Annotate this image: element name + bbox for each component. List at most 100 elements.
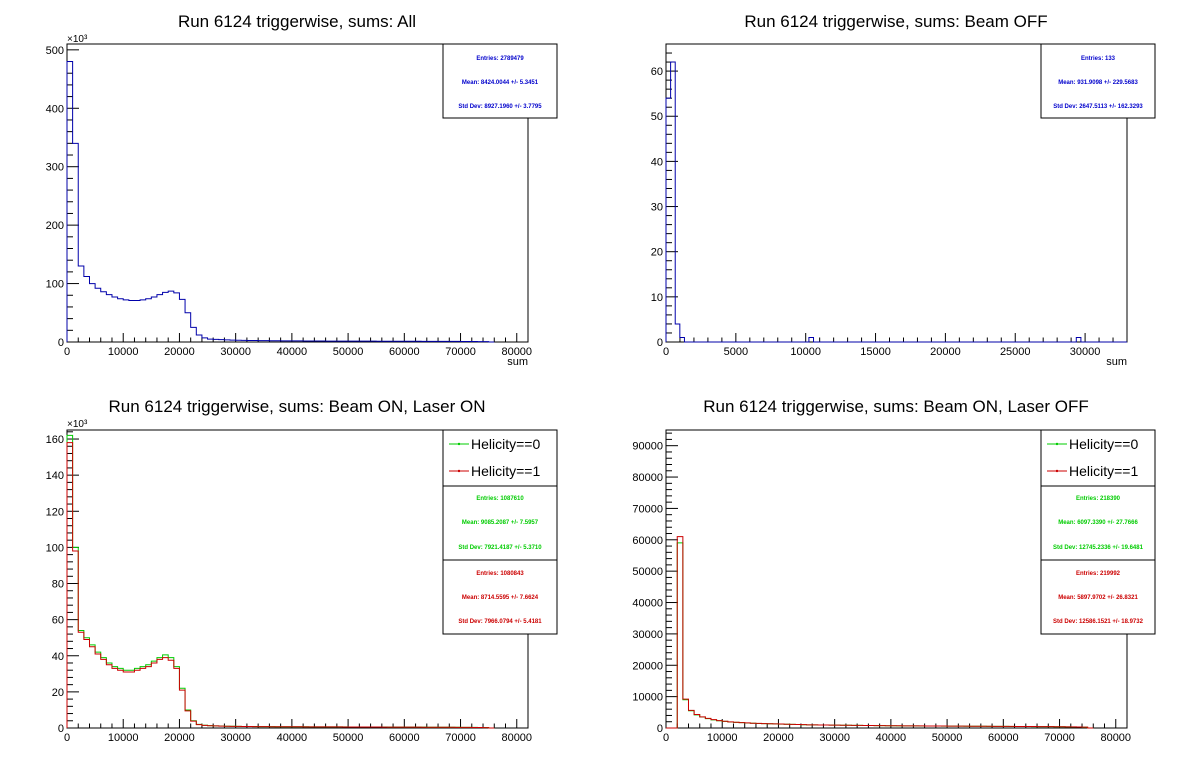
stats-mean: Mean: 6097.3390 +/- 27.7666 — [1058, 520, 1138, 526]
histogram-line — [666, 536, 1094, 729]
x-axis-label: sum — [507, 356, 528, 368]
legend-entry: Helicity==1 — [1069, 463, 1138, 479]
x-tick-label: 60000 — [389, 346, 420, 358]
histogram-line — [66, 61, 495, 343]
x-tick-label: 30000 — [819, 732, 850, 744]
x-tick-label: 50000 — [333, 732, 364, 744]
histogram-series — [66, 434, 495, 729]
y-tick-label: 20 — [52, 687, 64, 699]
x-axis-label: sum — [1106, 356, 1127, 368]
histogram-panel-beam-on-laser-off: Run 6124 triggerwise, sums: Beam ON, Las… — [632, 397, 1156, 744]
stats-entries: Entries: 218390 — [1076, 496, 1121, 502]
x-tick-label: 40000 — [876, 732, 907, 744]
stats-box: Entries: 2789479 Mean: 8424.0044 +/- 5.3… — [442, 43, 558, 119]
legend-box: Helicity==0 Helicity==1 — [1040, 429, 1156, 487]
x-tick-label: 50000 — [932, 732, 963, 744]
stats-entries: Entries: 1087610 — [476, 496, 524, 502]
x-tick-label: 20000 — [164, 732, 195, 744]
axis-ticks: 0 10000 20000 30000 40000 50000 60000 70000 8000… — [46, 45, 532, 358]
y-tick-label: 10 — [651, 292, 663, 304]
stats-std-dev: Std Dev: 7966.0794 +/- 5.4181 — [458, 619, 542, 625]
x-tick-label: 0 — [663, 346, 669, 358]
x-tick-label: 25000 — [1000, 346, 1031, 358]
stats-box: Entries: 133 Mean: 931.9098 +/- 229.5683… — [1040, 43, 1156, 119]
y-tick-label: 100 — [46, 279, 64, 291]
stats-box-helicity-1: Entries: 1080843 Mean: 8714.5595 +/- 7.6… — [442, 559, 558, 635]
y-tick-label: 200 — [46, 220, 64, 232]
x-tick-label: 80000 — [501, 346, 532, 358]
chart-title: Run 6124 triggerwise, sums: Beam ON, Las… — [703, 397, 1088, 416]
chart-title: Run 6124 triggerwise, sums: All — [178, 12, 416, 31]
y-tick-label: 0 — [657, 723, 663, 735]
histogram-series — [66, 61, 495, 343]
stats-box-helicity-0: Entries: 218390 Mean: 6097.3390 +/- 27.7… — [1040, 485, 1156, 561]
y-tick-label: 160 — [46, 434, 64, 446]
x-tick-label: 5000 — [724, 346, 748, 358]
x-tick-label: 10000 — [108, 732, 139, 744]
x-tick-label: 0 — [663, 732, 669, 744]
x-tick-label: 10000 — [707, 732, 738, 744]
y-tick-label: 30 — [651, 202, 663, 214]
x-tick-label: 50000 — [333, 346, 364, 358]
y-tick-label: 50 — [651, 111, 663, 123]
stats-mean: Mean: 5897.9702 +/- 26.8321 — [1058, 595, 1138, 601]
x-tick-label: 70000 — [445, 346, 476, 358]
y-tick-label: 20 — [651, 247, 663, 259]
stats-entries: Entries: 1080843 — [476, 571, 524, 577]
stats-box-helicity-0: Entries: 1087610 Mean: 9085.2087 +/- 7.5… — [442, 485, 558, 561]
legend-entry: Helicity==0 — [1069, 436, 1138, 452]
stats-std-dev: Std Dev: 8927.1960 +/- 3.7795 — [458, 104, 542, 110]
stats-std-dev: Std Dev: 12745.2336 +/- 19.6481 — [1053, 545, 1144, 551]
stats-entries: Entries: 219992 — [1076, 571, 1121, 577]
y-multiplier-label: ×10³ — [67, 34, 88, 45]
stats-std-dev: Std Dev: 12586.1521 +/- 18.9732 — [1053, 619, 1144, 625]
y-tick-label: 20000 — [632, 660, 663, 672]
y-tick-label: 50000 — [632, 566, 663, 578]
y-tick-label: 80 — [52, 579, 64, 591]
y-tick-label: 90000 — [632, 441, 663, 453]
y-tick-label: 80000 — [632, 472, 663, 484]
stats-mean: Mean: 8424.0044 +/- 5.3451 — [462, 80, 539, 86]
stats-entries: Entries: 133 — [1081, 56, 1116, 62]
y-tick-label: 0 — [657, 337, 663, 349]
x-tick-label: 40000 — [277, 346, 308, 358]
x-tick-label: 30000 — [220, 346, 251, 358]
x-tick-label: 20000 — [763, 732, 794, 744]
y-tick-label: 100 — [46, 542, 64, 554]
x-tick-label: 15000 — [860, 346, 891, 358]
chart-title: Run 6124 triggerwise, sums: Beam ON, Las… — [109, 397, 486, 416]
y-tick-label: 40000 — [632, 598, 663, 610]
x-tick-label: 0 — [64, 732, 70, 744]
legend-entry: Helicity==0 — [471, 436, 540, 452]
stats-std-dev: Std Dev: 7921.4187 +/- 5.3710 — [458, 545, 542, 551]
histogram-panel-beam-off: Run 6124 triggerwise, sums: Beam OFF sum… — [651, 12, 1156, 368]
x-tick-label: 10000 — [790, 346, 821, 358]
histogram-series — [665, 61, 1127, 343]
y-tick-label: 10000 — [632, 692, 663, 704]
y-tick-label: 40 — [52, 651, 64, 663]
x-tick-label: 80000 — [1100, 732, 1131, 744]
y-tick-label: 500 — [46, 45, 64, 57]
stats-mean: Mean: 8714.5595 +/- 7.6624 — [462, 595, 539, 601]
x-tick-label: 20000 — [930, 346, 961, 358]
histogram-series — [666, 536, 1094, 729]
x-tick-label: 40000 — [277, 732, 308, 744]
x-tick-label: 60000 — [389, 732, 420, 744]
x-tick-label: 80000 — [501, 732, 532, 744]
axis-ticks: 0 10000 20000 30000 40000 50000 60000 70000 8000… — [46, 431, 532, 744]
y-tick-label: 120 — [46, 506, 64, 518]
stats-mean: Mean: 9085.2087 +/- 7.5957 — [462, 520, 539, 526]
x-tick-label: 0 — [64, 346, 70, 358]
y-tick-label: 40 — [651, 156, 663, 168]
x-tick-label: 70000 — [445, 732, 476, 744]
axis-ticks: 0 10000 20000 30000 40000 50000 60000 70000 8000… — [632, 432, 1131, 744]
stats-entries: Entries: 2789479 — [476, 56, 524, 62]
y-tick-label: 60 — [651, 66, 663, 78]
x-tick-label: 20000 — [164, 346, 195, 358]
legend-entry: Helicity==1 — [471, 463, 540, 479]
x-tick-label: 30000 — [220, 732, 251, 744]
histogram-panel-beam-on-laser-on: Run 6124 triggerwise, sums: Beam ON, Las… — [46, 397, 558, 744]
stats-box-helicity-1: Entries: 219992 Mean: 5897.9702 +/- 26.8… — [1040, 559, 1156, 635]
y-tick-label: 400 — [46, 103, 64, 115]
